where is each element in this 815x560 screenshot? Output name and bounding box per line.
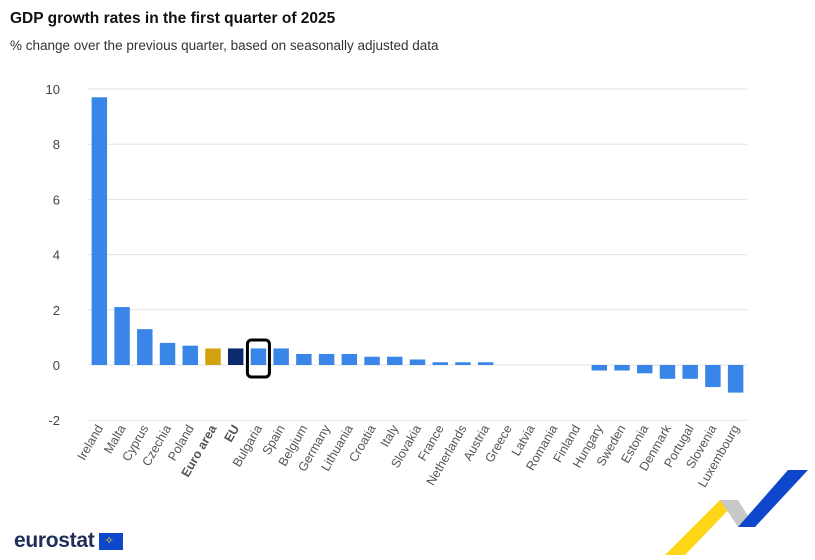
swoosh-decoration-icon <box>665 470 808 555</box>
x-tick-label: EU <box>221 423 242 445</box>
bar <box>250 348 267 365</box>
bar <box>137 329 153 365</box>
eurostat-logo: eurostat ✧ <box>14 528 124 554</box>
y-tick-label: 10 <box>46 82 60 97</box>
y-tick-label: 0 <box>53 358 60 373</box>
bar <box>387 356 403 365</box>
bar <box>341 353 358 365</box>
bar <box>205 348 221 365</box>
eu-flag-icon: ✧ <box>99 532 124 550</box>
bar <box>455 362 471 365</box>
bar <box>591 365 608 371</box>
bar <box>227 348 244 365</box>
bar <box>182 345 198 365</box>
bar <box>159 342 176 365</box>
bar <box>409 359 426 365</box>
y-tick-label: 8 <box>53 137 60 152</box>
bar <box>477 362 494 365</box>
bar <box>432 362 448 365</box>
bar <box>727 365 744 393</box>
chart-title: GDP growth rates in the first quarter of… <box>10 10 336 27</box>
bar <box>637 365 653 374</box>
bar <box>318 353 335 365</box>
y-tick-label: 6 <box>53 192 60 207</box>
bar <box>659 365 676 379</box>
bar <box>273 348 289 365</box>
bar <box>364 356 380 365</box>
bar <box>705 365 721 388</box>
bar <box>682 365 698 379</box>
bar <box>114 307 130 365</box>
bar <box>614 365 630 371</box>
chart-subtitle: % change over the previous quarter, base… <box>10 38 439 53</box>
y-tick-label: 4 <box>53 248 60 263</box>
bar-chart: 1086420-2IrelandMaltaCyprusCzechiaPoland… <box>46 82 747 490</box>
bar <box>91 97 108 365</box>
bar <box>296 353 312 365</box>
y-tick-label: -2 <box>48 413 60 428</box>
y-tick-label: 2 <box>53 303 60 318</box>
x-tick-label: Ireland <box>75 422 106 462</box>
highlight-outline <box>245 338 271 379</box>
logo-wordmark: eurostat <box>14 529 95 552</box>
